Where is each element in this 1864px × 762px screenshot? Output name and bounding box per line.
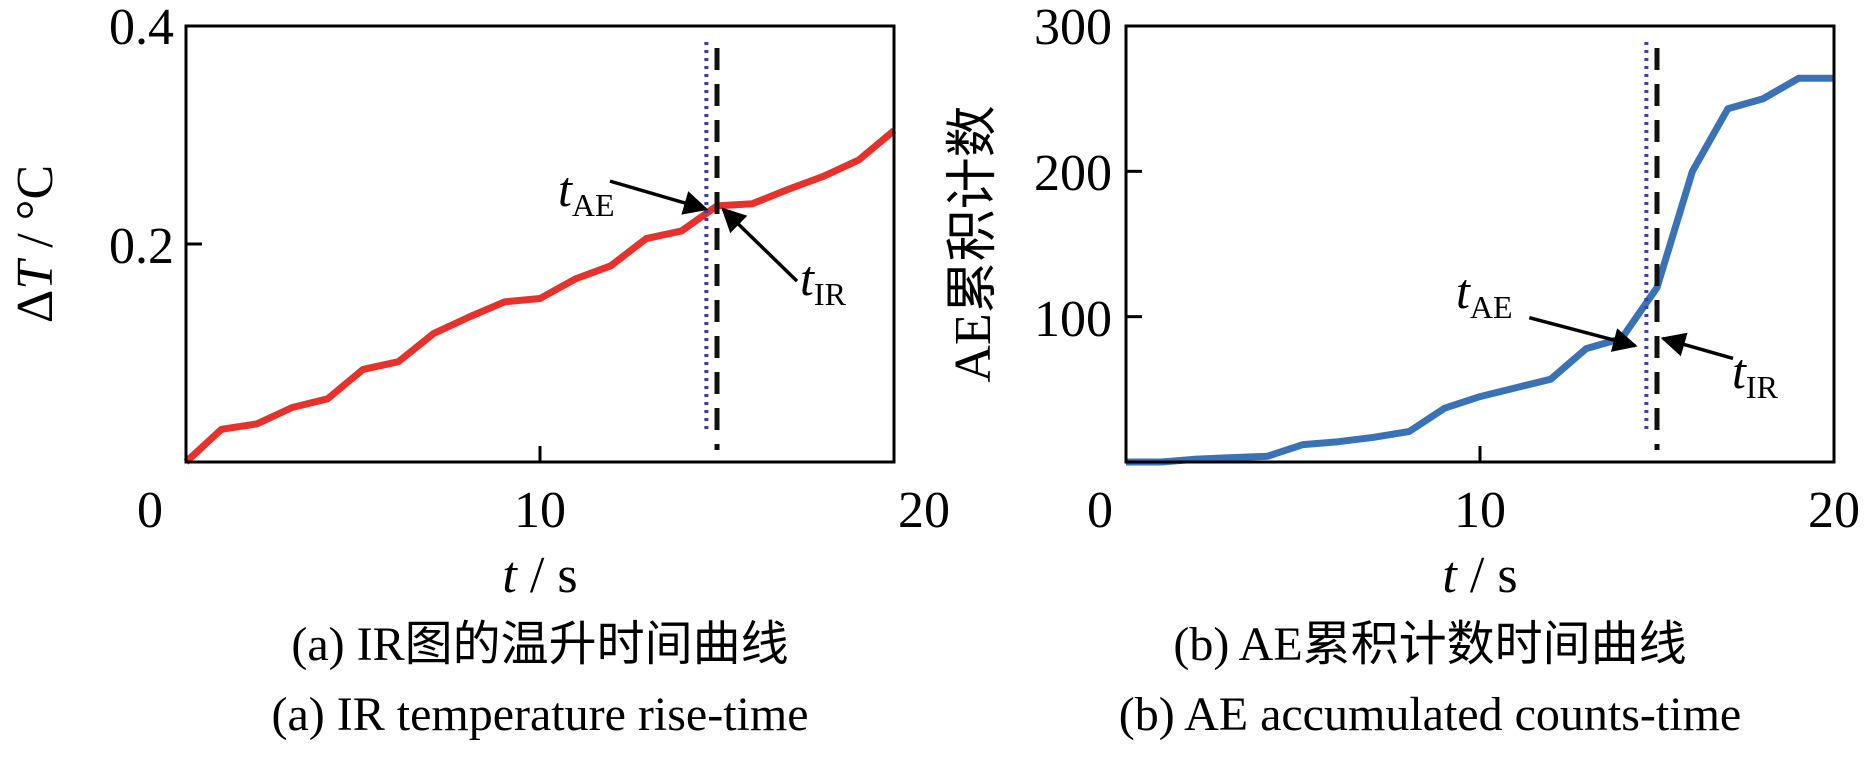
panel-b-y-tick-label: 200 (1034, 145, 1112, 202)
panel-a-tae-main: t (558, 161, 573, 217)
panel-b-tae-sub: AE (1470, 289, 1513, 325)
panel-a-tir-arrow (721, 207, 799, 283)
panel-a-tir-sub: IR (814, 276, 847, 312)
panel-a-y-tick-label: 0.4 (109, 0, 174, 56)
panel-b-x-tick-label: 0 (1087, 482, 1113, 539)
panel-b-y-tick-label: 100 (1034, 291, 1112, 348)
panel-a-caption-en: (a) IR temperature rise-time (271, 688, 808, 741)
panel-b-caption-en: (b) AE accumulated counts-time (1119, 688, 1741, 741)
panel-a-plot-frame (184, 24, 896, 464)
panel-a-tir-label: tIR (800, 250, 847, 312)
panel-b-tir-main: t (1732, 343, 1747, 399)
panel-b-tir-label: tIR (1732, 343, 1779, 405)
panel-a-y-unit: / °C (7, 165, 64, 261)
panel-b-x-unit: / s (1457, 547, 1518, 604)
panel-b-x-axis-label: t / s (1442, 547, 1517, 604)
panel-b-tae-arrow (1528, 316, 1638, 352)
panel-a-tae-sub: AE (572, 187, 615, 223)
panel-b-y-axis-label: AE累积计数 (945, 105, 1002, 382)
panel-a-x-tick-label: 0 (137, 482, 163, 539)
panel-b-tae-main: t (1456, 263, 1471, 319)
panel-a-x-unit: / s (517, 547, 578, 604)
panel-a: 0.2 0.4 0 10 20 t / s ΔT / °C tAE tIR (a… (7, 0, 950, 741)
panel-b-y-tick-label: 300 (1034, 0, 1112, 56)
panel-b-tir-sub: IR (1746, 369, 1779, 405)
panel-a-tae-label: tAE (558, 161, 615, 223)
panel-a-y-var: T (7, 258, 64, 290)
panel-a-x-var: t (502, 547, 518, 604)
panel-a-tir-main: t (800, 250, 815, 306)
panel-b-tir-arrow (1660, 332, 1734, 361)
panel-b-series-line (1126, 74, 1834, 466)
panel-b-caption-cn: (b) AE累积计数时间曲线 (1173, 618, 1686, 671)
panel-a-x-axis-label: t / s (502, 547, 577, 604)
panel-b-x-tick-label: 10 (1454, 482, 1506, 539)
panel-a-tae-arrow (609, 179, 709, 215)
panel-a-y-axis-label: ΔT / °C (7, 165, 64, 323)
panel-a-y-prefix: Δ (7, 290, 64, 323)
panel-a-y-tick-label: 0.2 (109, 218, 174, 275)
panel-a-x-tick-label: 10 (514, 482, 566, 539)
panel-a-series-line (183, 127, 897, 465)
panel-b-x-var: t (1442, 547, 1458, 604)
panel-a-caption-cn: (a) IR图的温升时间曲线 (291, 618, 788, 671)
panel-a-x-tick-label: 20 (898, 482, 950, 539)
panel-b-x-tick-label: 20 (1808, 482, 1860, 539)
panel-b: 100 200 300 0 10 20 t / s AE累积计数 tAE tIR… (945, 0, 1860, 741)
panel-b-tae-label: tAE (1456, 263, 1513, 325)
